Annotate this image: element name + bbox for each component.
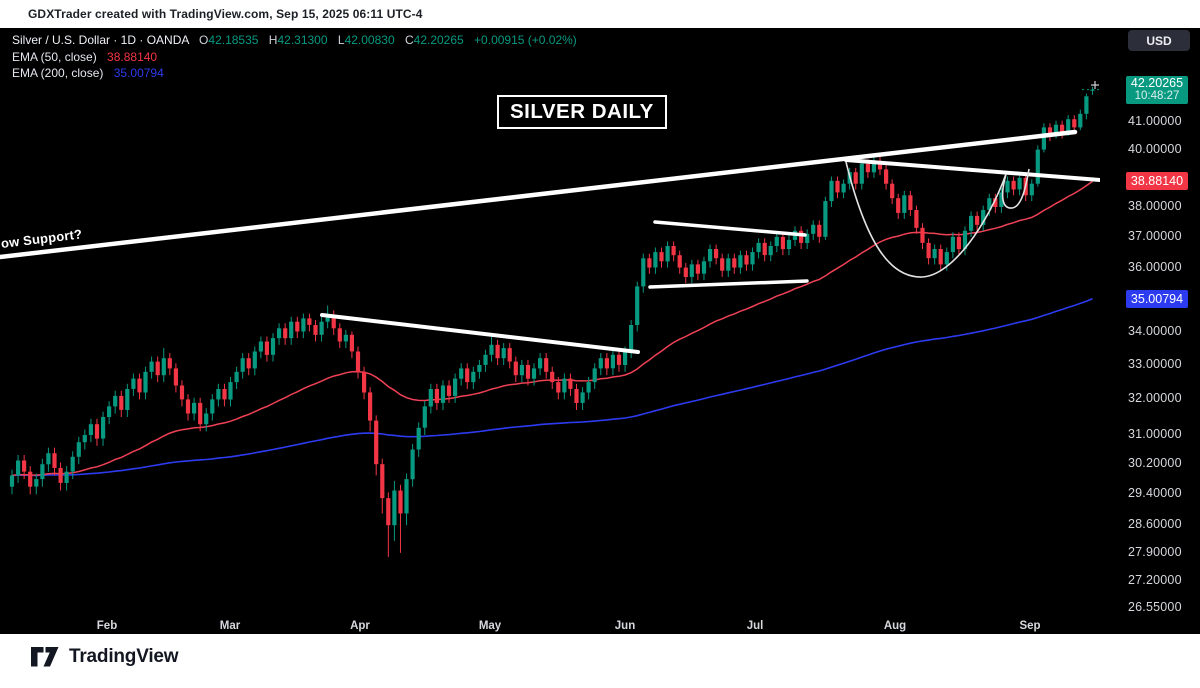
footer-strip: TradingView xyxy=(0,634,1200,688)
top-credit-strip: GDXTrader created with TradingView.com, … xyxy=(0,0,1200,28)
price-tick: 28.60000 xyxy=(1128,517,1182,531)
silver-daily-label: SILVER DAILY xyxy=(497,95,667,129)
month-label: Apr xyxy=(350,620,370,632)
month-label: Sep xyxy=(1019,620,1041,632)
price-tick: 27.90000 xyxy=(1128,545,1182,559)
price-tick: 26.55000 xyxy=(1128,600,1182,614)
legend-ema200-row: EMA (200, close) 35.00794 xyxy=(12,65,577,82)
ema200-line xyxy=(11,298,1093,477)
trendline-drawings[interactable] xyxy=(0,129,1100,354)
price-tick: 27.20000 xyxy=(1128,573,1182,587)
resistance-flat-line[interactable] xyxy=(844,158,1100,182)
tradingview-logo-icon xyxy=(31,647,59,667)
price-tick: 34.00000 xyxy=(1128,324,1182,338)
flag-bottom-line[interactable] xyxy=(648,279,809,289)
ema50-value: 38.88140 xyxy=(107,49,158,64)
legend: Silver / U.S. Dollar · 1D · OANDA O42.18… xyxy=(12,32,577,82)
ema50-price-badge: 38.88140 xyxy=(1126,172,1188,190)
change-value: +0.00915 (+0.02%) xyxy=(474,33,577,47)
ema200-price-badge: 35.00794 xyxy=(1126,290,1188,308)
price-tick: 40.00000 xyxy=(1128,142,1182,156)
descending-trendline[interactable] xyxy=(320,313,640,354)
month-label: May xyxy=(478,620,502,632)
last-price-value: 42.20265 xyxy=(1130,76,1184,90)
open-label: O xyxy=(199,33,209,47)
low-value: 42.00830 xyxy=(344,33,395,47)
candles xyxy=(9,86,1095,557)
tradingview-wordmark: TradingView xyxy=(69,646,179,667)
close-value: 42.20265 xyxy=(413,33,464,47)
cup-and-handle-curve[interactable] xyxy=(845,161,1030,278)
price-tick: 38.00000 xyxy=(1128,199,1182,213)
month-label: Jul xyxy=(746,620,764,632)
price-tick: 29.40000 xyxy=(1128,486,1182,500)
month-label: Feb xyxy=(96,620,118,632)
price-tick: 31.00000 xyxy=(1128,427,1182,441)
price-tick: 30.20000 xyxy=(1128,456,1182,470)
price-tick: 41.00000 xyxy=(1128,114,1182,128)
chart-pane[interactable]: Silver / U.S. Dollar · 1D · OANDA O42.18… xyxy=(0,28,1200,634)
ema50-label: EMA (50, close) xyxy=(12,49,97,64)
legend-symbol-row: Silver / U.S. Dollar · 1D · OANDA O42.18… xyxy=(12,32,577,49)
month-label: Jun xyxy=(614,620,636,632)
price-scale[interactable]: 42.20265 10:48:27 38.88140 35.00794 41.0… xyxy=(1100,28,1200,634)
legend-ema50-row: EMA (50, close) 38.88140 xyxy=(12,49,577,66)
bar-countdown: 10:48:27 xyxy=(1134,90,1180,102)
candlestick-canvas[interactable] xyxy=(0,28,1100,634)
low-label: L xyxy=(337,33,345,47)
price-tick: 32.00000 xyxy=(1128,391,1182,405)
ema200-value: 35.00794 xyxy=(113,66,164,80)
price-tick: 37.00000 xyxy=(1128,229,1182,243)
month-label: Aug xyxy=(883,620,907,632)
symbol-title: Silver / U.S. Dollar · 1D · OANDA xyxy=(12,33,189,47)
currency-button[interactable]: USD xyxy=(1128,30,1190,51)
high-value: 42.31300 xyxy=(277,33,328,47)
credit-text: GDXTrader created with TradingView.com, … xyxy=(28,7,423,21)
month-label: Mar xyxy=(219,620,241,632)
ascending-trendline[interactable] xyxy=(0,129,1078,260)
last-price-badge: 42.20265 10:48:27 xyxy=(1126,76,1188,104)
ema200-label: EMA (200, close) xyxy=(12,66,104,80)
ema50-line xyxy=(11,180,1093,477)
price-tick: 33.00000 xyxy=(1128,357,1182,371)
open-value: 42.18535 xyxy=(208,33,259,47)
close-label: C xyxy=(404,33,414,47)
tradingview-logo[interactable]: TradingView xyxy=(30,646,179,668)
flag-top-line[interactable] xyxy=(653,220,807,237)
price-tick: 36.00000 xyxy=(1128,260,1182,274)
high-label: H xyxy=(268,33,278,47)
